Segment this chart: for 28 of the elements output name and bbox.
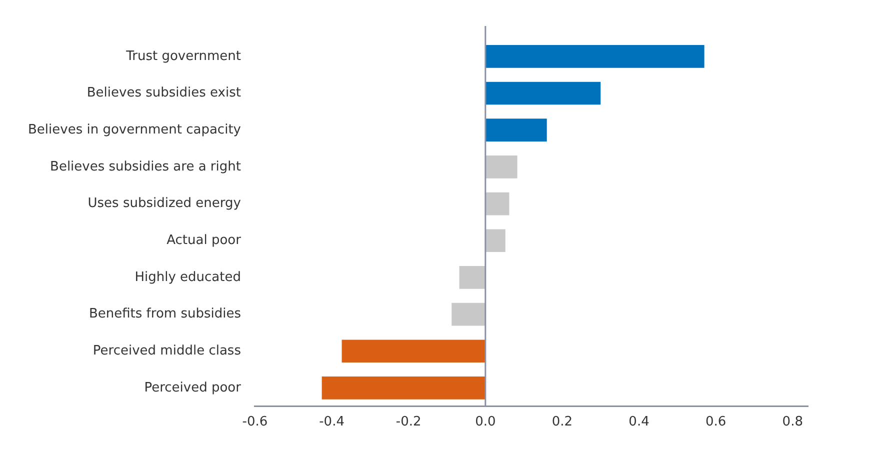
x-tick-label: 0.0 xyxy=(475,414,496,430)
y-tick-label: Believes subsidies exist xyxy=(86,86,241,101)
bar xyxy=(452,302,486,326)
y-tick-label: Actual poor xyxy=(166,232,242,248)
x-tick-label: -0.4 xyxy=(319,414,344,430)
y-tick-label: Believes subsidies are a right xyxy=(50,159,241,174)
bar xyxy=(342,340,486,363)
bar xyxy=(485,192,510,216)
bar xyxy=(485,118,547,142)
bar xyxy=(459,266,486,289)
bar xyxy=(322,376,486,400)
y-tick-label: Perceived poor xyxy=(144,380,242,396)
bar xyxy=(485,82,601,105)
x-tick-label: 0.6 xyxy=(705,414,726,430)
x-tick-label: 0.8 xyxy=(782,414,803,430)
y-tick-label: Believes in government capacity xyxy=(28,122,242,138)
y-tick-label: Benefits from subsidies xyxy=(88,306,242,322)
y-tick-label: Uses subsidized energy xyxy=(88,196,242,212)
x-tick-label: 0.4 xyxy=(628,414,650,430)
y-tick-label: Highly educated xyxy=(134,270,241,285)
bar xyxy=(485,229,506,252)
bar xyxy=(485,45,704,68)
bar xyxy=(485,156,518,178)
y-tick-label: Perceived middle class xyxy=(92,344,242,359)
x-tick-label: -0.2 xyxy=(396,414,422,430)
x-tick-label: -0.6 xyxy=(242,414,268,430)
x-tick-label: 0.2 xyxy=(552,414,573,430)
y-tick-label: Trust government xyxy=(125,48,241,64)
